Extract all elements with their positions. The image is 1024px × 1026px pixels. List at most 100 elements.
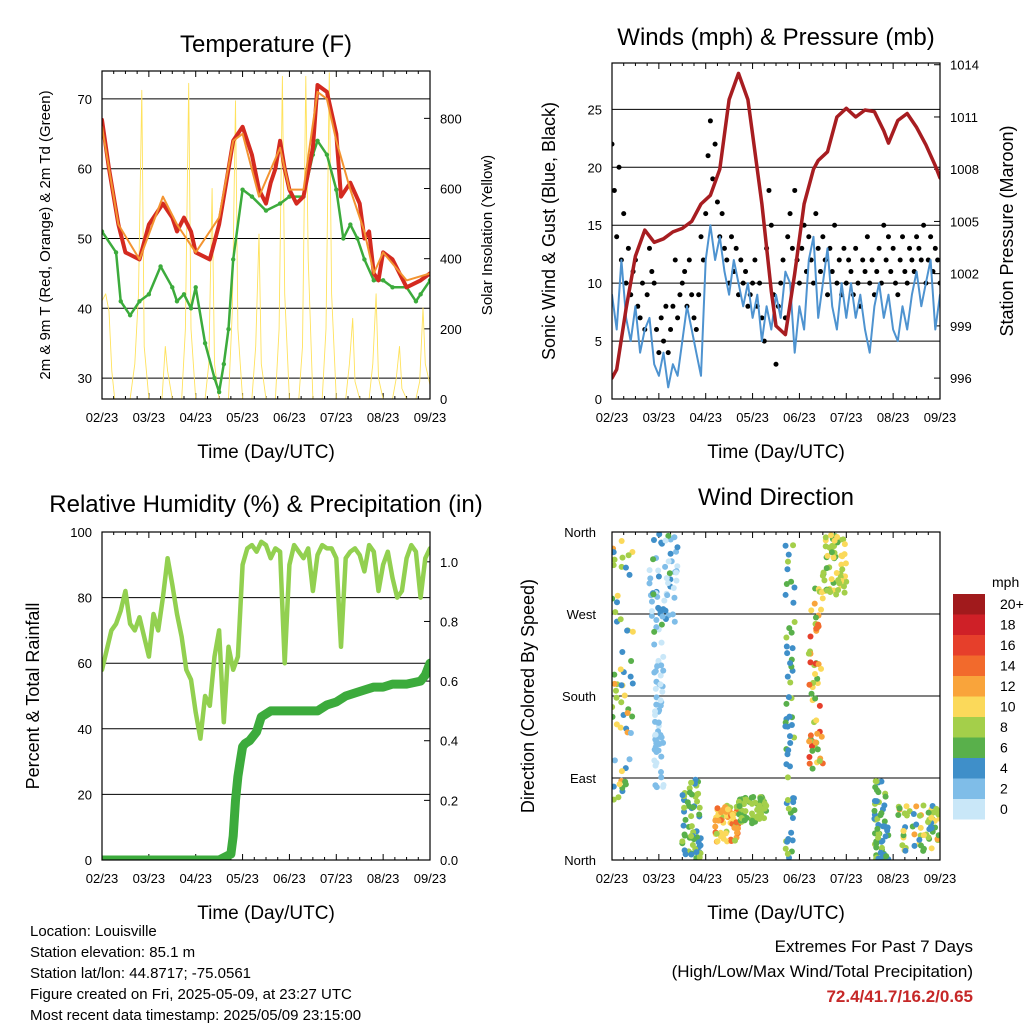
gust-point — [832, 222, 838, 228]
dewpoint-point — [249, 194, 255, 199]
x-tick-label: 02/23 — [86, 410, 119, 425]
direction-point — [657, 681, 664, 688]
direction-point — [806, 760, 813, 767]
panel-title: Temperature (F) — [180, 31, 352, 58]
direction-point — [761, 805, 768, 812]
gust-point — [900, 234, 906, 240]
direction-point — [903, 803, 910, 810]
y-right-tick-label: 200 — [440, 322, 462, 337]
dewpoint-point — [226, 327, 231, 332]
gust-point — [672, 257, 678, 263]
x-tick-label: 07/23 — [830, 871, 863, 886]
y-right-tick-label: 1008 — [950, 162, 979, 177]
direction-point — [902, 847, 909, 854]
x-tick-label: 08/23 — [367, 871, 400, 886]
direction-point — [656, 532, 663, 538]
direction-point — [670, 585, 677, 592]
gust-point — [686, 257, 692, 263]
direction-point — [901, 810, 908, 817]
dewpoint-point — [202, 340, 208, 346]
gust-point — [757, 280, 763, 286]
gust-point — [904, 280, 910, 286]
x-tick-label: 05/23 — [736, 871, 769, 886]
direction-point — [916, 812, 923, 819]
direction-point — [624, 627, 631, 634]
gust-point — [728, 234, 734, 240]
direction-point — [784, 650, 791, 657]
gust-point — [881, 222, 887, 228]
gust-point — [658, 315, 664, 321]
gust-point — [914, 234, 920, 240]
gust-point — [743, 269, 749, 275]
y-right-tick-label: 400 — [440, 252, 462, 267]
direction-point — [658, 639, 665, 646]
extremes-box: Extremes For Past 7 Days (High/Low/Max W… — [672, 934, 973, 1009]
gust-point — [719, 211, 725, 217]
direction-point — [828, 532, 835, 539]
gust-point — [616, 164, 622, 170]
y-tick-label: 0 — [85, 853, 92, 868]
direction-point — [688, 779, 695, 786]
direction-point — [696, 804, 703, 811]
direction-point — [686, 785, 693, 792]
gust-point — [778, 280, 784, 286]
dewpoint-point — [216, 389, 222, 395]
panel-title: Relative Humidity (%) & Precipitation (i… — [49, 491, 482, 518]
gust-point — [815, 245, 821, 251]
y-right-tick-label: 0.0 — [440, 853, 458, 868]
direction-point — [920, 832, 927, 839]
direction-point — [920, 845, 927, 852]
gust-point — [675, 315, 681, 321]
gust-point — [818, 269, 824, 275]
direction-point — [828, 576, 835, 583]
direction-point — [881, 823, 888, 830]
direction-point — [840, 536, 847, 543]
panel-title: Winds (mph) & Pressure (mb) — [617, 24, 934, 51]
y-right-tick-label: 1005 — [950, 214, 979, 229]
x-tick-label: 09/23 — [414, 410, 447, 425]
direction-point — [612, 549, 617, 556]
direction-point — [688, 823, 695, 830]
direction-point — [653, 616, 660, 623]
direction-point — [664, 592, 671, 599]
gust-point — [677, 292, 683, 298]
direction-point — [665, 579, 672, 586]
x-tick-label: 03/23 — [643, 410, 676, 425]
direction-point — [878, 838, 885, 845]
direction-point — [688, 851, 695, 858]
gust-point — [907, 245, 913, 251]
direction-point — [925, 809, 932, 816]
direction-point — [872, 784, 879, 791]
direction-point — [786, 713, 793, 720]
gust-point — [843, 280, 849, 286]
direction-point — [873, 840, 880, 847]
dewpoint-point — [181, 292, 187, 297]
gust-point — [897, 257, 903, 263]
direction-point — [917, 824, 924, 831]
direction-point — [712, 817, 719, 824]
direction-point — [783, 580, 790, 587]
y-axis-label: Sonic Wind & Gust (Blue, Black) — [539, 102, 559, 360]
direction-point — [693, 849, 700, 856]
direction-point — [811, 671, 818, 678]
direction-point — [652, 668, 659, 675]
gust-point — [885, 234, 891, 240]
direction-point — [925, 818, 932, 825]
y-axis-label-right: Solar Insolation (Yellow) — [479, 155, 496, 315]
direction-point — [694, 798, 701, 805]
direction-point — [612, 687, 619, 694]
direction-point — [875, 855, 882, 860]
gust-point — [855, 280, 861, 286]
gust-point — [623, 280, 629, 286]
y-right-tick-label: 0.8 — [440, 614, 458, 629]
direction-point — [669, 611, 676, 618]
y-tick-label: 5 — [595, 334, 602, 349]
direction-point — [785, 551, 792, 558]
gust-point — [665, 350, 671, 356]
y-right-tick-label: 800 — [440, 111, 462, 126]
direction-point — [648, 612, 655, 619]
direction-point — [714, 838, 721, 845]
direction-point — [819, 595, 826, 602]
direction-point — [652, 743, 659, 750]
direction-point — [788, 829, 795, 836]
